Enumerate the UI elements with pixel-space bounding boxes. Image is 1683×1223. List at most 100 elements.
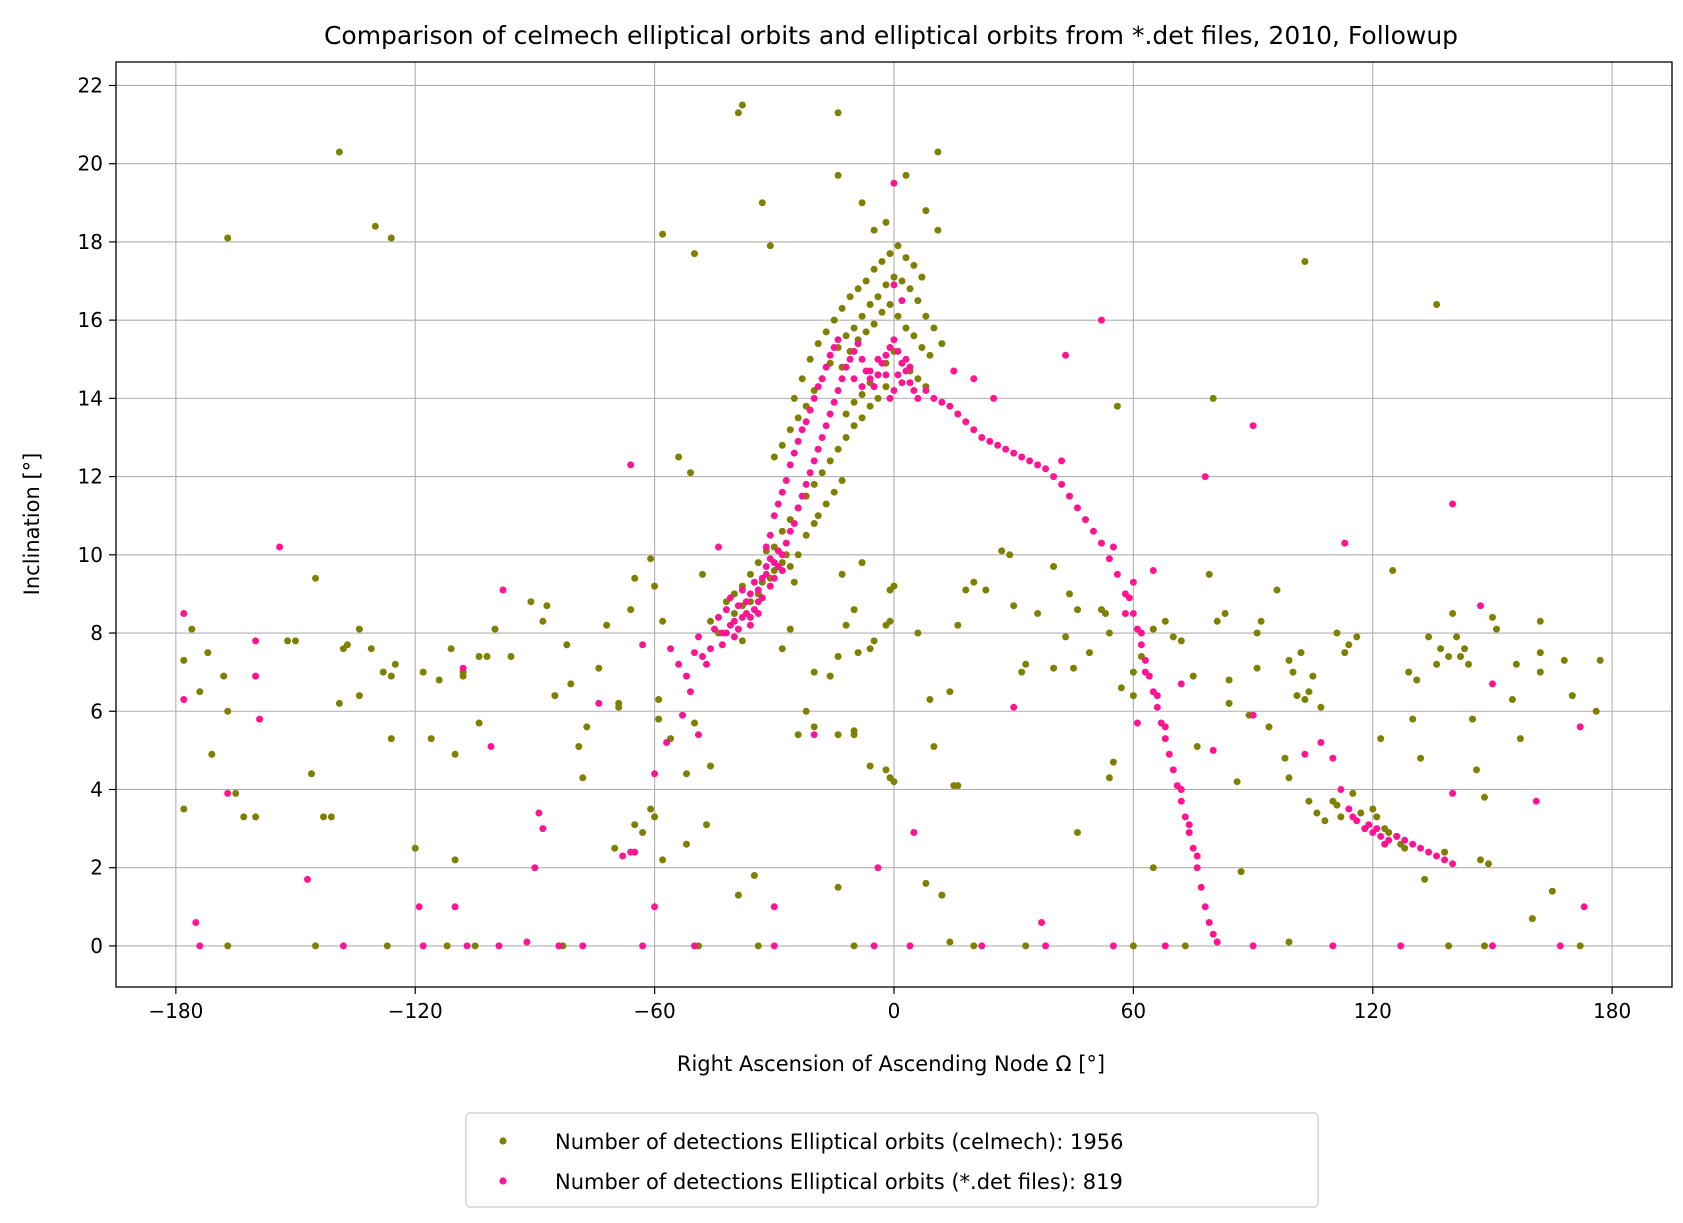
data-point xyxy=(1177,786,1185,793)
data-point xyxy=(782,539,790,547)
data-point xyxy=(1528,915,1536,923)
data-point xyxy=(1050,563,1058,570)
data-point xyxy=(1165,750,1173,758)
data-point xyxy=(531,864,539,872)
data-point xyxy=(1377,832,1385,840)
x-axis-label: Right Ascension of Ascending Node Ω [°] xyxy=(677,1052,1105,1076)
data-point xyxy=(276,543,284,551)
data-point xyxy=(1477,856,1484,864)
data-point xyxy=(1373,813,1381,821)
data-point xyxy=(734,109,742,117)
data-point xyxy=(854,285,862,293)
data-point xyxy=(663,739,671,746)
data-point xyxy=(1576,723,1584,731)
grid xyxy=(116,62,1672,987)
data-point xyxy=(1349,789,1357,797)
data-point xyxy=(962,418,970,426)
data-point xyxy=(575,743,583,750)
data-point xyxy=(1133,719,1141,727)
data-point xyxy=(934,226,942,234)
data-point xyxy=(1469,715,1476,723)
data-point xyxy=(387,234,395,242)
data-point xyxy=(874,394,882,402)
data-point xyxy=(834,387,842,394)
data-point xyxy=(1433,852,1441,860)
data-point xyxy=(1532,797,1540,805)
data-point xyxy=(1329,942,1337,950)
data-point xyxy=(746,590,754,598)
data-point xyxy=(874,293,882,301)
data-point xyxy=(778,527,786,535)
data-point xyxy=(1273,586,1281,594)
data-point xyxy=(886,344,894,351)
y-tick-label: 2 xyxy=(90,856,103,880)
data-point xyxy=(595,699,603,707)
data-point xyxy=(1409,715,1417,723)
data-point xyxy=(703,660,710,668)
data-point xyxy=(1433,301,1441,308)
data-point xyxy=(774,563,782,570)
data-point xyxy=(834,171,842,179)
data-point xyxy=(487,743,495,750)
data-point xyxy=(691,250,698,258)
y-tick-label: 8 xyxy=(90,621,103,645)
data-point xyxy=(1493,625,1500,633)
data-point xyxy=(906,363,914,371)
data-point xyxy=(655,715,663,723)
data-point xyxy=(770,453,778,461)
data-point xyxy=(822,500,830,508)
data-point xyxy=(814,340,822,348)
legend-label-celmech: Number of detections Elliptical orbits (… xyxy=(555,1130,1123,1154)
data-point xyxy=(683,672,690,680)
data-point xyxy=(1568,692,1576,700)
data-point xyxy=(539,825,547,833)
data-point xyxy=(411,844,419,852)
data-point xyxy=(391,660,399,668)
data-point xyxy=(786,426,794,434)
data-point xyxy=(419,942,427,950)
data-point xyxy=(224,942,232,950)
data-point xyxy=(826,410,834,418)
data-point xyxy=(1086,649,1093,657)
data-point xyxy=(527,598,535,606)
data-point xyxy=(850,347,858,355)
data-point xyxy=(1449,789,1457,797)
data-point xyxy=(794,437,802,445)
data-point xyxy=(802,531,810,539)
legend: Number of detections Elliptical orbits (… xyxy=(465,1112,1319,1208)
data-point xyxy=(1193,864,1201,872)
data-point xyxy=(1317,703,1325,711)
data-point xyxy=(1066,590,1073,598)
data-point xyxy=(786,563,794,570)
data-point xyxy=(1034,610,1042,617)
data-point xyxy=(651,813,659,821)
data-point xyxy=(1161,735,1169,743)
data-point xyxy=(830,488,838,496)
data-point xyxy=(778,645,786,653)
data-point xyxy=(858,414,866,422)
data-point xyxy=(1345,805,1353,813)
data-point xyxy=(1592,707,1600,715)
y-tick-label: 22 xyxy=(78,73,103,97)
data-point xyxy=(1249,711,1257,719)
data-point xyxy=(842,332,850,340)
data-point xyxy=(1301,696,1309,703)
data-point xyxy=(890,281,898,289)
data-point xyxy=(1189,672,1197,680)
data-point xyxy=(778,441,786,449)
data-point xyxy=(830,316,838,324)
data-point xyxy=(371,222,379,230)
data-point xyxy=(691,942,698,950)
data-point xyxy=(858,312,866,320)
data-point xyxy=(1006,551,1014,559)
data-point xyxy=(886,617,894,625)
data-point xyxy=(754,942,762,950)
data-point xyxy=(746,613,754,621)
data-point xyxy=(1129,942,1137,950)
data-point xyxy=(1465,660,1472,668)
data-point xyxy=(894,347,902,355)
x-tick-label: 60 xyxy=(1121,999,1146,1023)
data-point xyxy=(1405,668,1413,676)
data-point xyxy=(750,578,758,586)
data-point xyxy=(1337,786,1345,793)
